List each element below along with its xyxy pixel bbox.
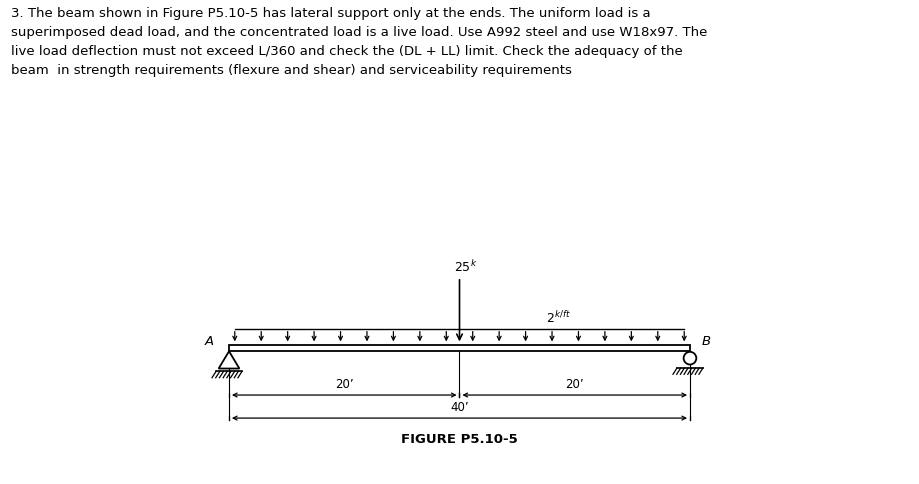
Bar xyxy=(229,345,690,351)
Text: 20’: 20’ xyxy=(565,378,584,391)
Text: B: B xyxy=(701,335,710,348)
Polygon shape xyxy=(219,351,239,368)
Text: 3. The beam shown in Figure P5.10-5 has lateral support only at the ends. The un: 3. The beam shown in Figure P5.10-5 has … xyxy=(11,7,708,77)
Text: FIGURE P5.10-5: FIGURE P5.10-5 xyxy=(401,433,518,446)
Circle shape xyxy=(684,352,697,364)
Text: 2$^{k/ft}$: 2$^{k/ft}$ xyxy=(546,311,571,327)
Text: 40’: 40’ xyxy=(450,401,469,414)
Text: 25$^k$: 25$^k$ xyxy=(454,259,477,275)
Text: 20’: 20’ xyxy=(335,378,354,391)
Text: A: A xyxy=(205,335,214,348)
